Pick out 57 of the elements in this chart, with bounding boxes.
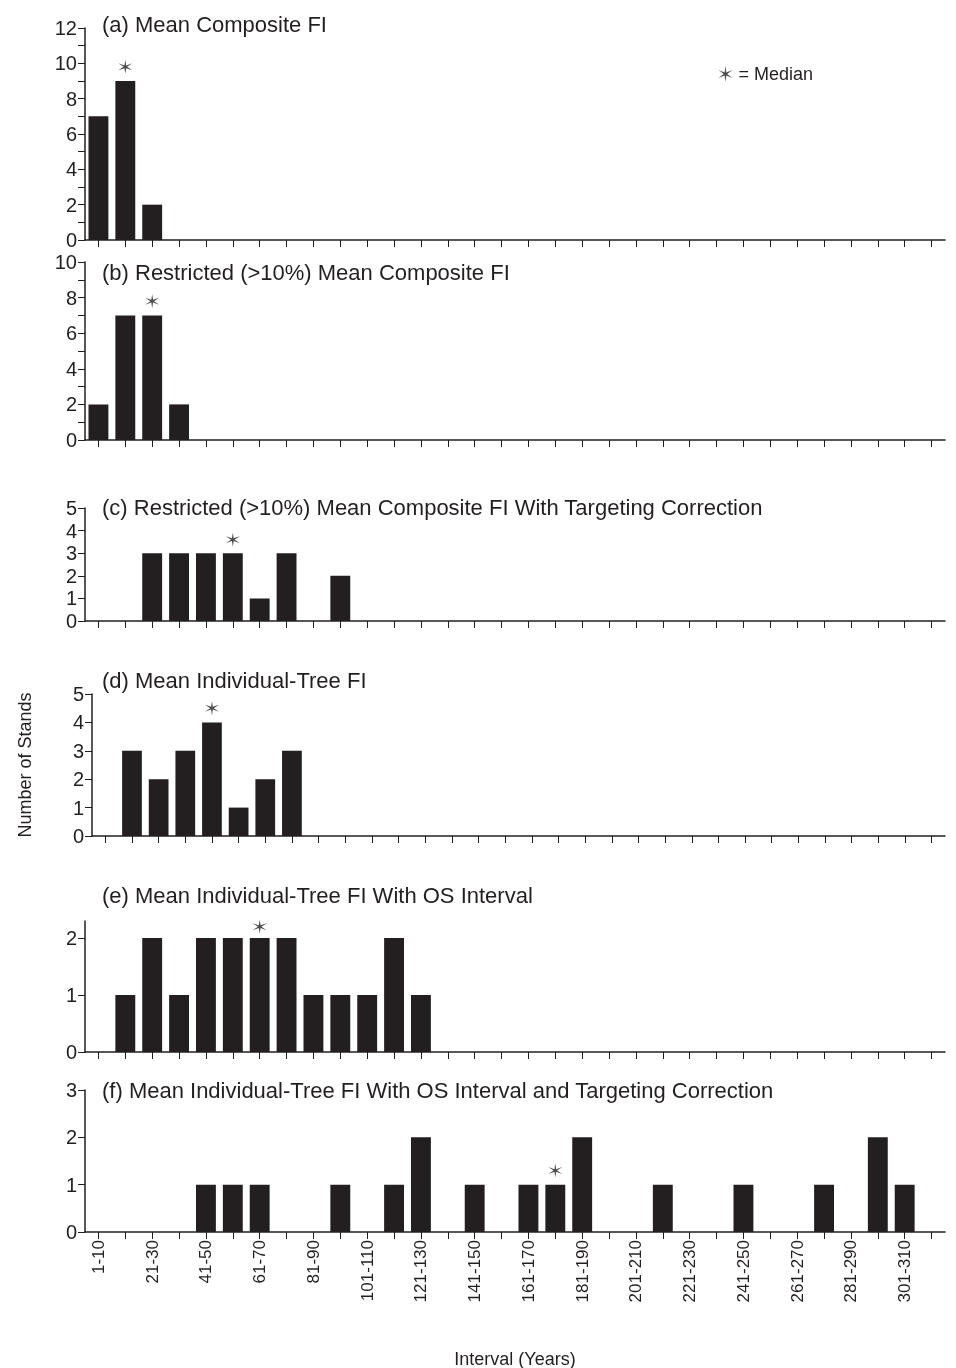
y-tick-label: 6: [65, 322, 77, 345]
y-tick-label: 4: [65, 357, 77, 380]
x-tick-label: 221-230: [680, 1240, 700, 1303]
legend-label: = Median: [738, 64, 814, 84]
chart-title: (b) Restricted (>10%) Mean Composite FI: [102, 259, 510, 285]
x-axis-title: Interval (Years): [454, 1349, 576, 1368]
x-tick-label: 41-50: [196, 1240, 216, 1284]
x-tick-label: 121-130: [411, 1240, 431, 1303]
y-tick-label: 0: [65, 229, 77, 251]
x-tick-label: 241-250: [733, 1240, 753, 1303]
y-tick-label: 2: [65, 1126, 77, 1149]
y-tick-label: 2: [65, 927, 77, 950]
chart-title: (a) Mean Composite FI: [102, 11, 327, 37]
chart-title: (c) Restricted (>10%) Mean Composite FI With Targeting Correction: [102, 494, 763, 520]
y-axis-title: Number of Stands: [15, 692, 35, 838]
x-tick-label: 101-110: [357, 1240, 377, 1302]
y-tick-label: 5: [65, 497, 77, 519]
y-tick-label: 0: [65, 1041, 77, 1063]
y-tick-label: 8: [65, 286, 77, 309]
y-tick-label: 0: [65, 610, 77, 632]
y-tick-label: 5: [72, 683, 84, 705]
x-tick-label: 261-270: [787, 1240, 807, 1303]
chart-title: (e) Mean Individual-Tree FI With OS Interval: [102, 882, 533, 908]
y-tick-label: 12: [54, 17, 77, 39]
x-tick-label: 201-210: [626, 1240, 646, 1303]
x-tick-label: 281-290: [841, 1240, 861, 1303]
x-tick-label: 1-10: [88, 1240, 108, 1275]
chart-title: (f) Mean Individual-Tree FI With OS Interval and Targeting Correction: [102, 1077, 774, 1103]
y-tick-label: 3: [72, 739, 84, 762]
y-tick-label: 4: [72, 711, 84, 734]
y-tick-label: 1: [65, 587, 77, 610]
y-tick-label: 3: [65, 542, 77, 565]
y-tick-label: 0: [65, 1221, 77, 1243]
y-tick-label: 4: [65, 519, 77, 542]
chart-title: (d) Mean Individual-Tree FI: [102, 667, 367, 693]
y-tick-label: 0: [72, 825, 84, 847]
y-tick-label: 2: [65, 193, 77, 216]
y-tick-label: 0: [65, 429, 77, 451]
x-tick-label: 21-30: [142, 1240, 162, 1284]
x-tick-label: 161-170: [518, 1240, 538, 1303]
y-tick-label: 4: [65, 158, 77, 181]
x-tick-label: 301-310: [895, 1240, 915, 1303]
y-tick-label: 2: [65, 564, 77, 587]
y-tick-label: 1: [65, 1173, 77, 1196]
y-tick-label: 6: [65, 123, 77, 145]
y-tick-label: 8: [65, 87, 77, 110]
x-tick-label: 181-190: [572, 1240, 592, 1303]
y-tick-label: 1: [72, 796, 84, 819]
y-tick-label: 10: [54, 52, 77, 75]
y-tick-label: 10: [54, 251, 77, 273]
y-tick-label: 3: [65, 1079, 77, 1101]
y-tick-label: 1: [65, 984, 77, 1007]
y-tick-label: 2: [72, 768, 84, 791]
y-tick-label: 2: [65, 393, 77, 416]
x-tick-label: 61-70: [250, 1240, 270, 1284]
x-tick-label: 141-150: [465, 1240, 485, 1303]
x-tick-label: 81-90: [303, 1240, 323, 1284]
